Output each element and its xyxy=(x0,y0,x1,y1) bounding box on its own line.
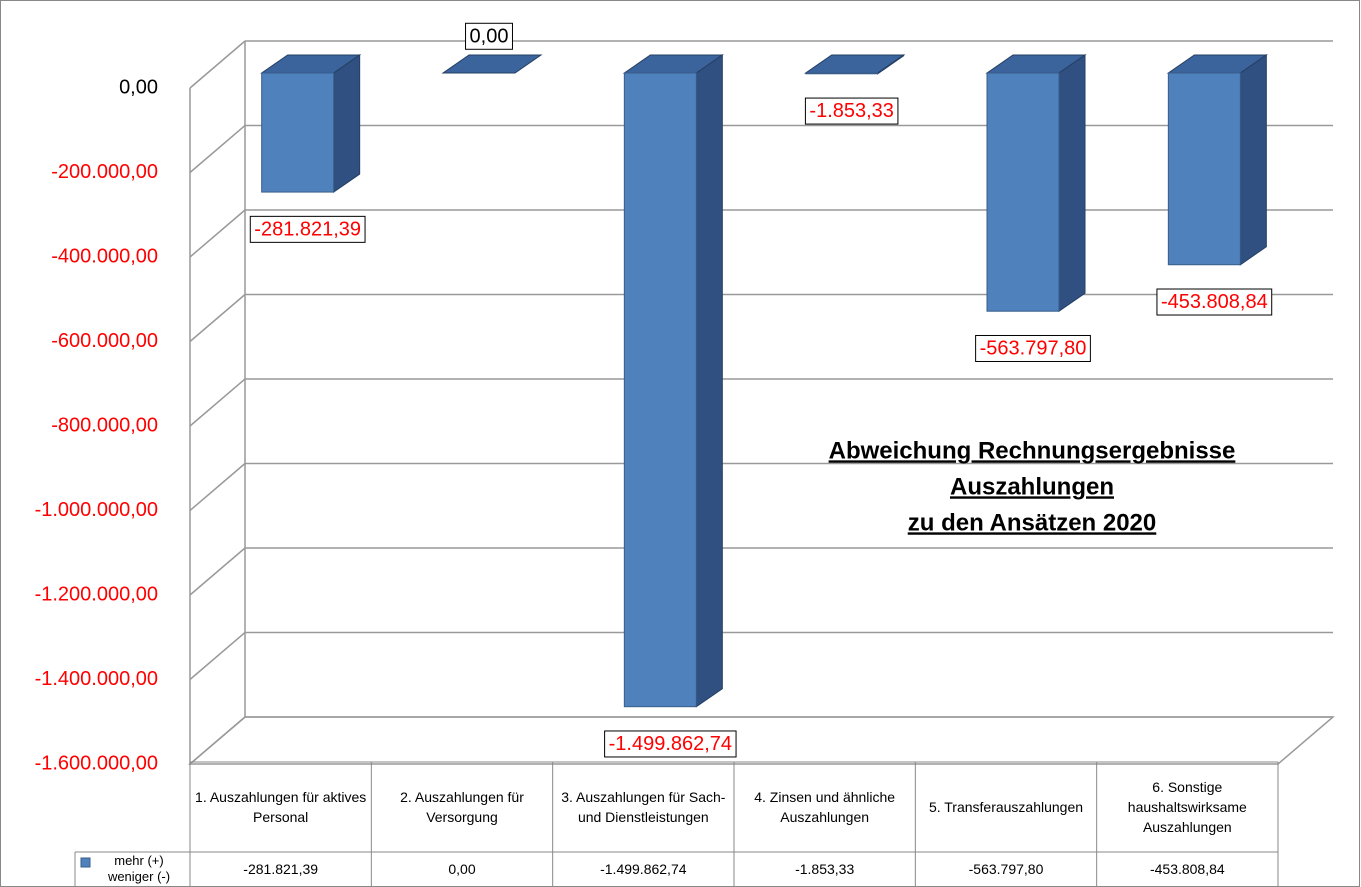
bar-side xyxy=(333,54,361,194)
y-tick-label: -600.000,00 xyxy=(51,330,158,352)
category-label: 3. Auszahlungen für Sach- und Dienstleis… xyxy=(561,789,726,825)
data-label-box: 0,00 xyxy=(465,22,513,50)
grid-diagonal xyxy=(189,716,246,765)
category-label-cell: 4. Zinsen und ähnliche Auszahlungen xyxy=(754,789,896,825)
y-tick-label: -1.000.000,00 xyxy=(35,499,158,521)
data-label-box: -453.808,84 xyxy=(1156,288,1273,316)
data-label: -563.797,80 xyxy=(980,337,1087,359)
y-tick-label: 0,00 xyxy=(119,76,158,98)
y-tick-label: -800.000,00 xyxy=(51,414,158,436)
bar xyxy=(441,54,543,74)
data-label: -1.499.862,74 xyxy=(609,733,732,755)
category-label: 5. Transferauszahlungen xyxy=(928,799,1084,815)
floor xyxy=(187,716,1336,765)
bar-side xyxy=(695,54,723,708)
chart-title: Abweichung Rechnungsergebnisse xyxy=(829,437,1236,464)
table-value: -1.853,33 xyxy=(795,861,855,877)
data-label: -453.808,84 xyxy=(1161,291,1268,313)
bar-top xyxy=(804,54,906,74)
chart-title: Auszahlungen xyxy=(950,473,1114,500)
bar xyxy=(1166,54,1268,266)
grid-diagonal xyxy=(189,378,246,427)
grid-diagonal xyxy=(189,547,246,596)
y-tick-label: -200.000,00 xyxy=(51,161,158,183)
table-value-cell: -453.808,84 xyxy=(1149,861,1225,877)
bar xyxy=(985,54,1087,313)
data-label-frame xyxy=(804,97,899,125)
legend-marker xyxy=(80,857,91,868)
y-tick-label: -1.200.000,00 xyxy=(35,583,158,605)
data-label-box: -281.821,39 xyxy=(249,215,366,243)
category-label: 1. Auszahlungen für aktives Personal xyxy=(195,789,367,825)
category-label-cell: 1. Auszahlungen für aktives Personal xyxy=(195,789,367,825)
chart-title: zu den Ansätzen 2020 xyxy=(908,509,1157,536)
table-value: 0,00 xyxy=(448,861,476,877)
bar-front xyxy=(261,72,335,193)
data-label-frame xyxy=(465,22,513,50)
category-label: 2. Auszahlungen für Versorgung xyxy=(400,789,524,825)
bar-front xyxy=(1167,72,1241,266)
table-value-cell: -1.853,33 xyxy=(795,861,855,877)
table-value-cell: 0,00 xyxy=(448,861,476,877)
legend-label-cell: mehr (+) weniger (-) xyxy=(107,853,171,884)
grid-diagonal xyxy=(189,40,246,89)
table-value: -281.821,39 xyxy=(243,861,319,877)
category-label: 6. Sonstige haushaltswirksame Auszahlung… xyxy=(1127,779,1247,835)
bar-top xyxy=(441,54,543,74)
bar-front xyxy=(623,72,697,708)
data-label-box: -563.797,80 xyxy=(975,334,1091,362)
data-label-frame xyxy=(249,215,366,243)
table-value-cell: -281.821,39 xyxy=(243,861,319,877)
bar xyxy=(804,54,906,75)
grid-diagonal xyxy=(189,631,246,681)
y-tick-label: -1.600.000,00 xyxy=(35,752,158,774)
category-label: 4. Zinsen und ähnliche Auszahlungen xyxy=(754,789,896,825)
table-value-cell: -563.797,80 xyxy=(968,861,1044,877)
data-label: 0,00 xyxy=(470,25,509,47)
legend-label: mehr (+) weniger (-) xyxy=(107,853,171,884)
bar-side xyxy=(1058,54,1086,313)
bar xyxy=(260,54,362,194)
data-label: -281.821,39 xyxy=(254,218,361,240)
bar-front xyxy=(986,72,1060,312)
grid-diagonal xyxy=(189,209,246,258)
data-label-frame xyxy=(604,730,737,758)
table-value: -563.797,80 xyxy=(968,861,1044,877)
data-label-box: -1.853,33 xyxy=(804,97,899,125)
category-label-cell: 5. Transferauszahlungen xyxy=(928,799,1084,815)
y-tick-label: -1.400.000,00 xyxy=(35,668,158,690)
bar xyxy=(622,54,724,708)
data-label-frame xyxy=(1156,288,1273,316)
bar-front xyxy=(805,72,879,75)
y-tick-label: -400.000,00 xyxy=(51,245,158,267)
grid-diagonal xyxy=(189,462,246,512)
category-label-cell: 6. Sonstige haushaltswirksame Auszahlung… xyxy=(1127,779,1247,835)
data-label-box: -1.499.862,74 xyxy=(604,730,737,758)
table-value: -1.499.862,74 xyxy=(600,861,687,877)
data-label: -1.853,33 xyxy=(809,100,894,122)
grid-diagonal xyxy=(189,293,246,343)
bar-side xyxy=(1239,54,1267,266)
table-value-cell: -1.499.862,74 xyxy=(600,861,687,877)
grid-diagonal xyxy=(189,124,246,174)
table-value: -453.808,84 xyxy=(1149,861,1225,877)
data-label-frame xyxy=(975,334,1091,362)
category-label-cell: 2. Auszahlungen für Versorgung xyxy=(400,789,524,825)
category-label-cell: 3. Auszahlungen für Sach- und Dienstleis… xyxy=(561,789,726,825)
